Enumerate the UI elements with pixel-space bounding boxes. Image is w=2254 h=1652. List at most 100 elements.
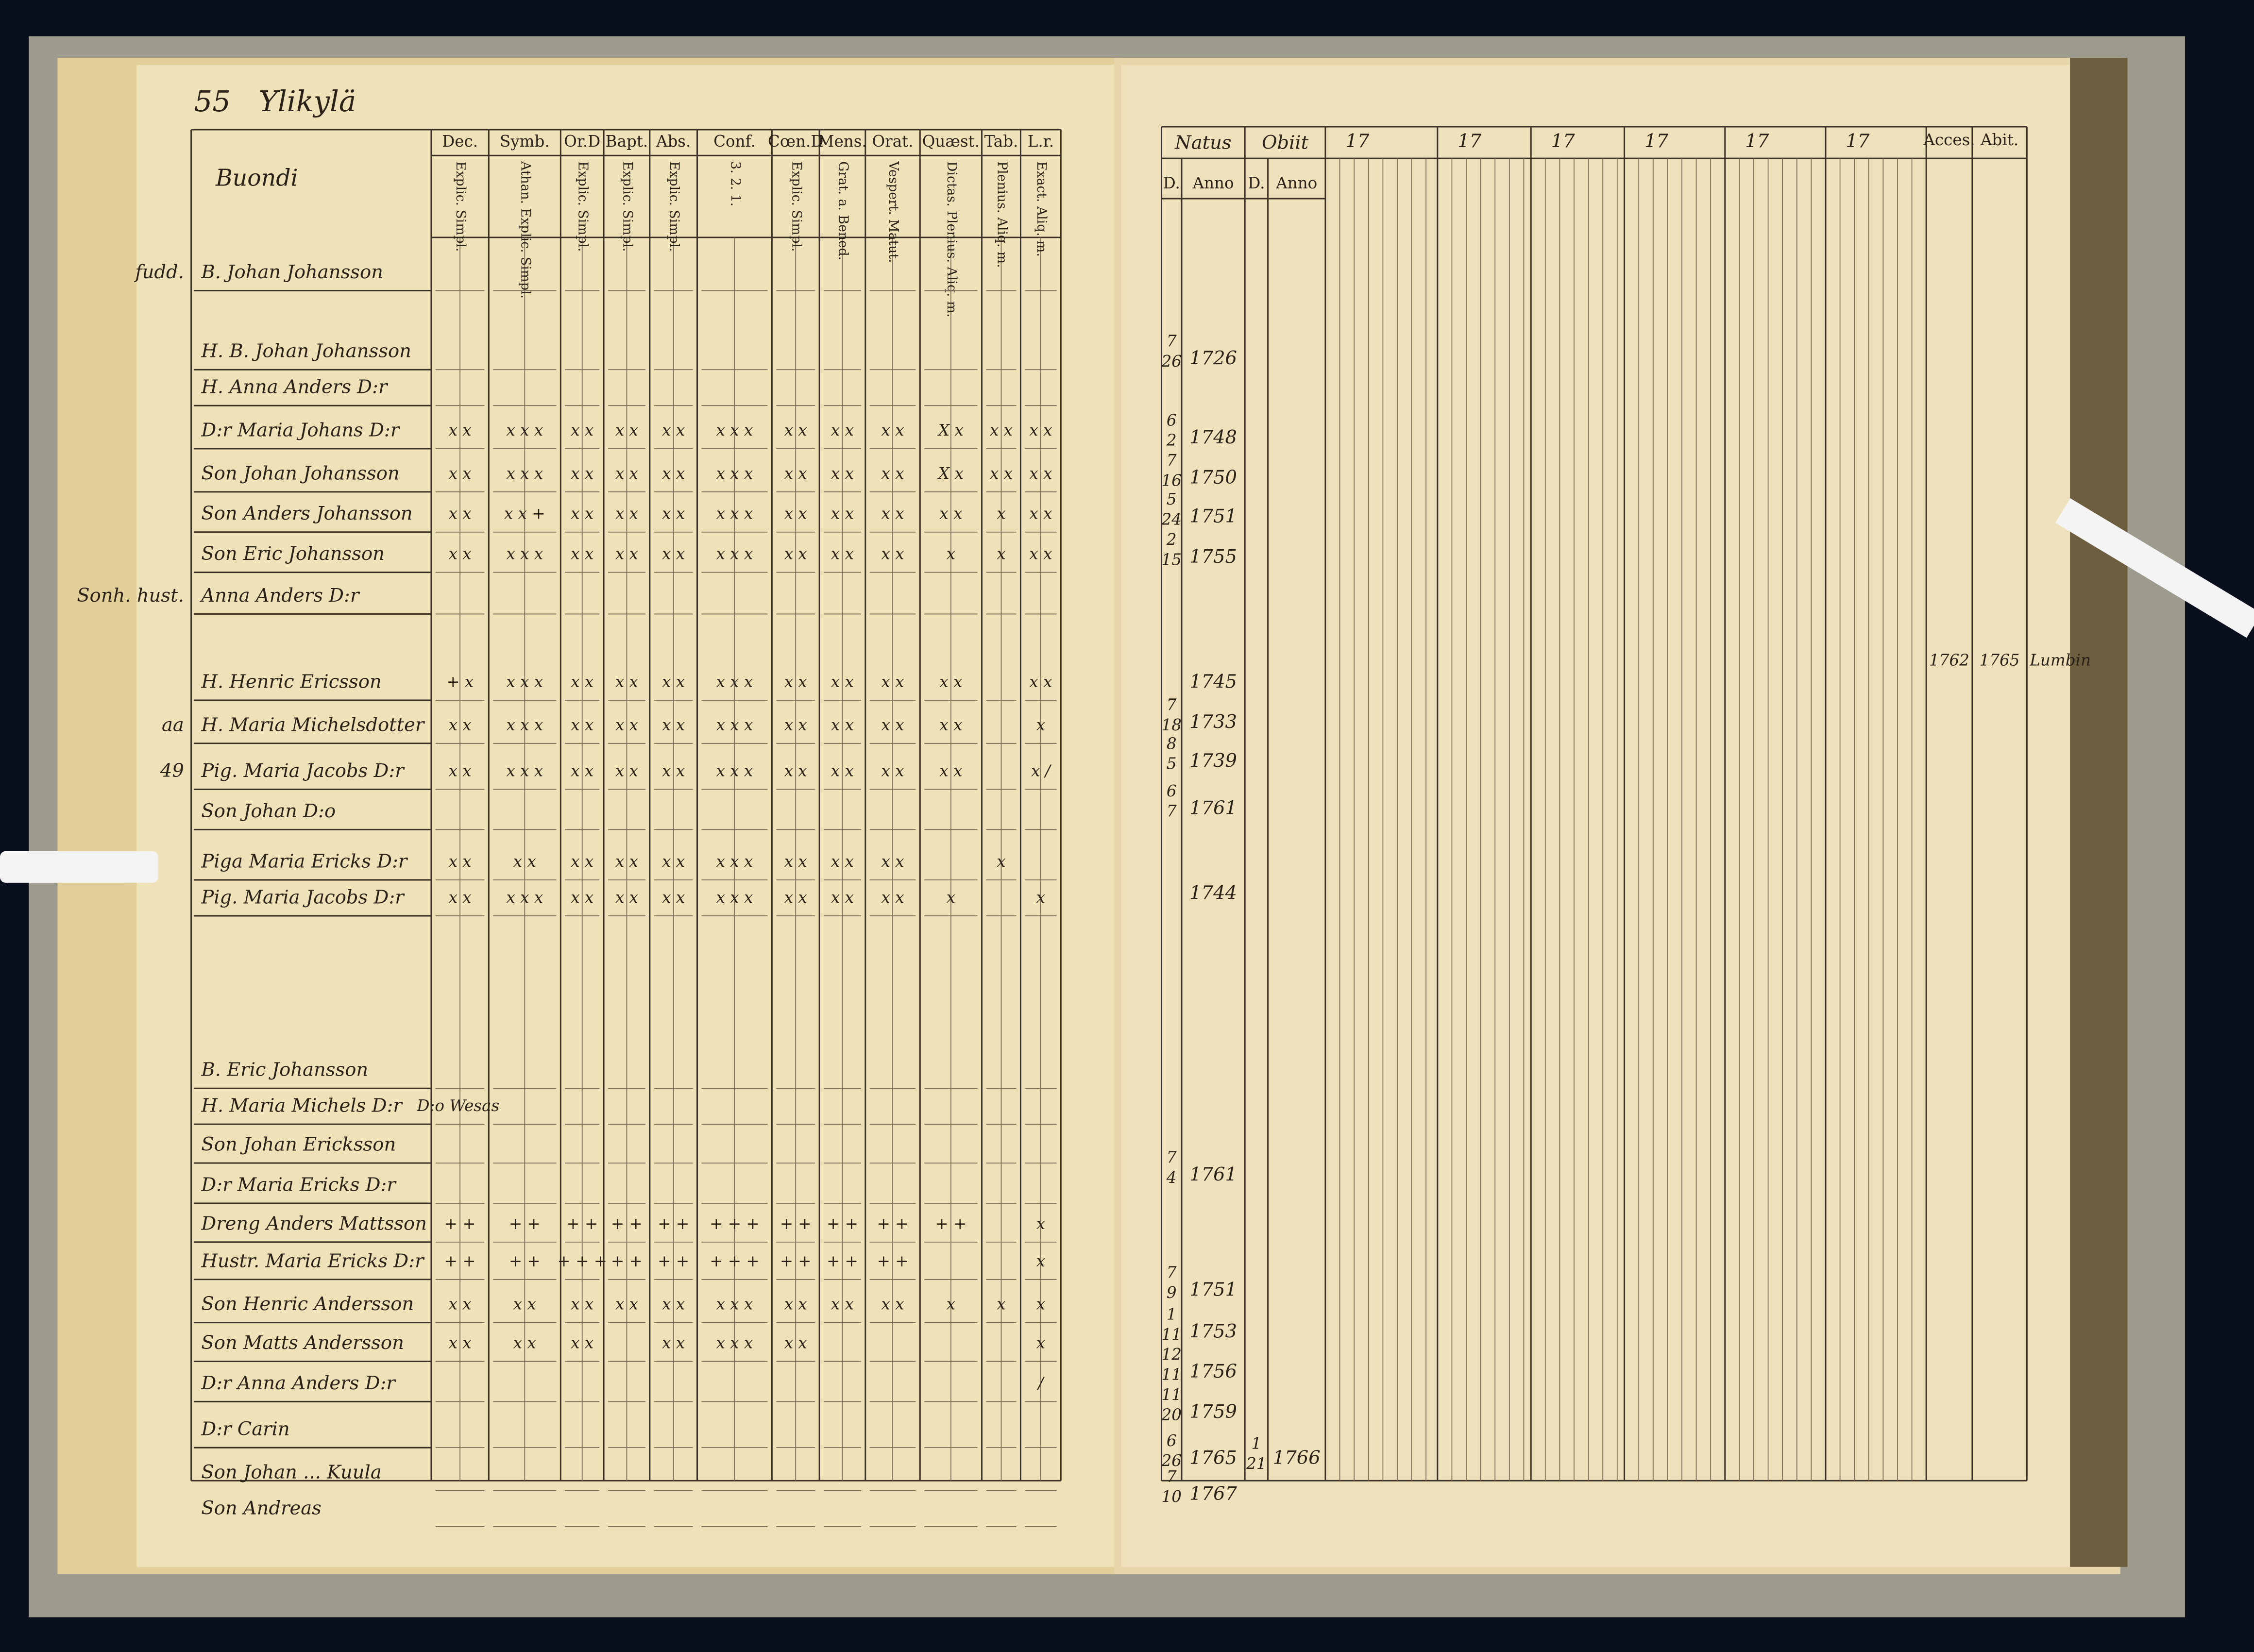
birth-month: 6 [1167,411,1177,429]
exam-mark: x x [449,1334,472,1352]
birth-month: 7 [1167,1148,1177,1167]
exam-mark: x x [571,505,593,523]
exam-mark: x x [1029,673,1052,691]
exam-mark: + + [509,1214,541,1233]
column-header: Mens. [818,132,867,151]
exam-mark: x x [990,464,1013,483]
exam-mark: x x [990,421,1013,439]
exam-mark: + + [611,1214,643,1233]
exam-mark: x x [831,464,854,483]
exam-mark: x x x [506,545,543,563]
exam-mark: x x [571,464,593,483]
birth-month: 7 [1167,1263,1177,1281]
exam-mark: + + [566,1214,598,1233]
exam-mark: x x [571,852,593,871]
exam-mark: x x [449,762,472,780]
birth-day: 20 [1161,1406,1182,1424]
birth-day: 26 [1161,352,1182,371]
exam-mark: X x [937,464,964,483]
exam-mark: / [1036,1374,1045,1392]
birth-day: 4 [1166,1168,1177,1187]
person-name: Pig. Maria Jacobs D:r [201,760,405,782]
exam-mark: x x [784,716,807,734]
exam-mark: x x [1029,464,1052,483]
person-name: Son Johan Ericksson [201,1134,396,1156]
exam-mark: x x [571,1334,593,1352]
column-subheader: Explic. Simpl. [620,161,635,252]
person-name: Son Henric Andersson [201,1293,414,1315]
accession-year: 1762 [1929,651,1969,670]
exam-mark: x x [881,421,904,439]
person-name: B. Johan Johansson [201,261,383,283]
column-header: Abit. [1980,131,2018,149]
exam-mark: x x [513,852,536,871]
row-note: D:o Wesas [416,1096,499,1115]
birth-month: 7 [1167,332,1177,351]
exam-mark: x x [831,762,854,780]
person-name: Son Eric Johansson [201,543,385,565]
birth-day: 10 [1162,1487,1182,1506]
column-subheader: Explic. Simpl. [453,161,468,252]
exam-mark: x x [571,421,593,439]
exam-mark: + + + [710,1214,760,1233]
year-column-header: 17 [1457,131,1481,152]
exam-mark: x x [1029,545,1052,563]
exam-mark: x x [881,1295,904,1314]
person-name: D:r Maria Ericks D:r [201,1174,397,1196]
column-header: Quæst. [922,132,980,151]
death-month: 1 [1252,1434,1262,1453]
column-subheader: Athan. Explic. Simpl. [518,161,533,299]
birth-month: 5 [1167,490,1177,508]
exam-mark: x x [615,545,638,563]
exam-mark: x x x [506,464,543,483]
exam-mark: x x [662,505,685,523]
column-header: D. [1163,174,1180,192]
column-header: Anno [1192,174,1234,192]
exam-mark: x [1036,716,1045,734]
year-column-header: 17 [1345,131,1369,152]
person-name: D:r Maria Johans D:r [201,420,400,441]
exam-mark: x x [831,1295,854,1314]
exam-mark: x x [615,1295,638,1314]
birth-month: 7 [1167,695,1177,714]
village-name: Ylikylä [259,84,356,118]
birth-month: 7 [1167,451,1177,470]
person-name: Anna Anders D:r [200,585,360,607]
exam-mark: x [1036,1334,1045,1352]
birth-year: 1751 [1189,506,1237,527]
birth-year: 1739 [1189,750,1237,772]
birth-year: 1761 [1189,797,1237,819]
column-subheader: Exact. Aliq. m. [1034,161,1049,257]
exam-mark: + + [509,1252,541,1270]
birth-year: 1753 [1189,1320,1237,1342]
exam-mark: x x x [506,762,543,780]
person-name: H. Henric Ericsson [201,671,381,692]
page-edges [2070,57,2128,1567]
exam-mark: x x [881,505,904,523]
birth-day: 11 [1162,1325,1182,1344]
departure-year: 1765 [1980,651,2020,670]
exam-mark: x x x [716,673,753,691]
birth-month: 11 [1162,1385,1182,1404]
person-name: Son Andreas [201,1497,322,1519]
row-prefix: Sonh. hust. [77,585,184,607]
person-name: H. Maria Michelsdotter [201,714,425,736]
exam-mark: + + + [710,1252,760,1270]
column-header: D. [1248,174,1265,192]
exam-mark: x x [662,673,685,691]
exam-mark: x x [571,1295,593,1314]
exam-mark: x [997,545,1005,563]
exam-mark: x [947,545,955,563]
exam-mark: x x + [504,505,545,523]
birth-year: 1745 [1189,671,1237,692]
column-header: Obiit [1262,132,1309,154]
exam-mark: x x [784,505,807,523]
birth-day: 24 [1161,510,1182,529]
right-page-inner [1121,65,2077,1567]
row-prefix: aa [162,714,184,736]
exam-mark: x x x [506,421,543,439]
exam-mark: x x [939,762,962,780]
person-name: Son Johan D:o [201,800,336,822]
person-name: D:r Carin [201,1418,289,1440]
birth-year: 1726 [1189,348,1237,370]
